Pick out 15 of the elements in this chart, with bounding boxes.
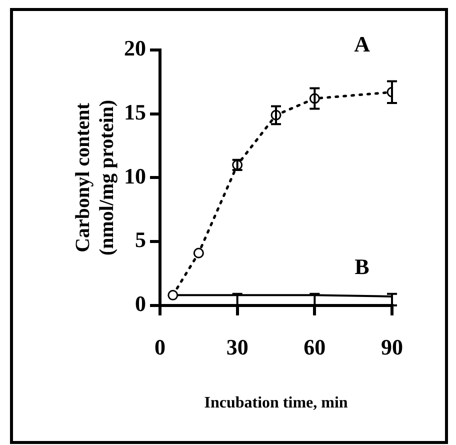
y-axis-title: Carbonyl content (nmol/mg protein)	[72, 100, 118, 256]
y-tick-label: 0	[135, 291, 146, 316]
x-tick-label: 0	[154, 334, 166, 360]
y-tick-label: 5	[135, 227, 146, 252]
x-tick-label: 90	[381, 334, 403, 360]
x-tick-label: 60	[304, 334, 326, 360]
y-tick-label: 20	[124, 36, 146, 61]
x-axis-title: Incubation time, min	[204, 394, 348, 412]
series-label: B	[354, 254, 370, 280]
point	[193, 248, 204, 258]
series-label: A	[354, 32, 370, 57]
y-tick-label: 10	[124, 163, 146, 188]
y-tick-label: 15	[124, 100, 146, 125]
point	[168, 290, 178, 300]
x-tick-label: 30	[226, 334, 248, 360]
